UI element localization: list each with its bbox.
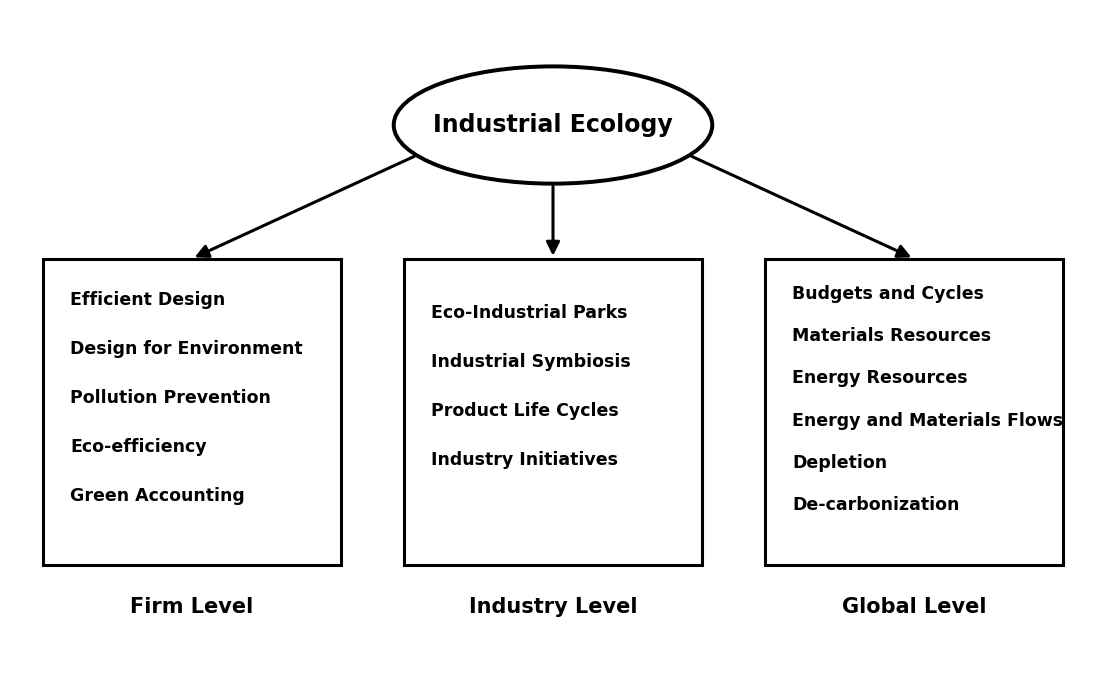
Text: Industry Level: Industry Level [469,597,637,617]
Text: Firm Level: Firm Level [131,597,253,617]
Text: Eco-Industrial Parks: Eco-Industrial Parks [431,304,627,322]
Bar [43,258,341,565]
Text: Industrial Symbiosis: Industrial Symbiosis [431,353,630,371]
Bar [405,258,701,565]
Text: Industry Initiatives: Industry Initiatives [431,450,618,468]
Text: Design for Environment: Design for Environment [70,340,303,358]
Text: Materials Resources: Materials Resources [792,327,991,345]
Text: Eco-efficiency: Eco-efficiency [70,438,207,456]
Text: De-carbonization: De-carbonization [792,496,959,514]
Text: Global Level: Global Level [842,597,987,617]
Text: Depletion: Depletion [792,454,887,472]
Text: Budgets and Cycles: Budgets and Cycles [792,285,984,303]
Text: Pollution Prevention: Pollution Prevention [70,389,271,407]
Text: Efficient Design: Efficient Design [70,291,226,309]
Text: Industrial Ecology: Industrial Ecology [434,113,672,137]
Text: Product Life Cycles: Product Life Cycles [431,402,618,420]
Bar [765,258,1063,565]
Text: Energy and Materials Flows: Energy and Materials Flows [792,412,1063,430]
Text: Energy Resources: Energy Resources [792,369,968,387]
Text: Green Accounting: Green Accounting [70,486,244,505]
